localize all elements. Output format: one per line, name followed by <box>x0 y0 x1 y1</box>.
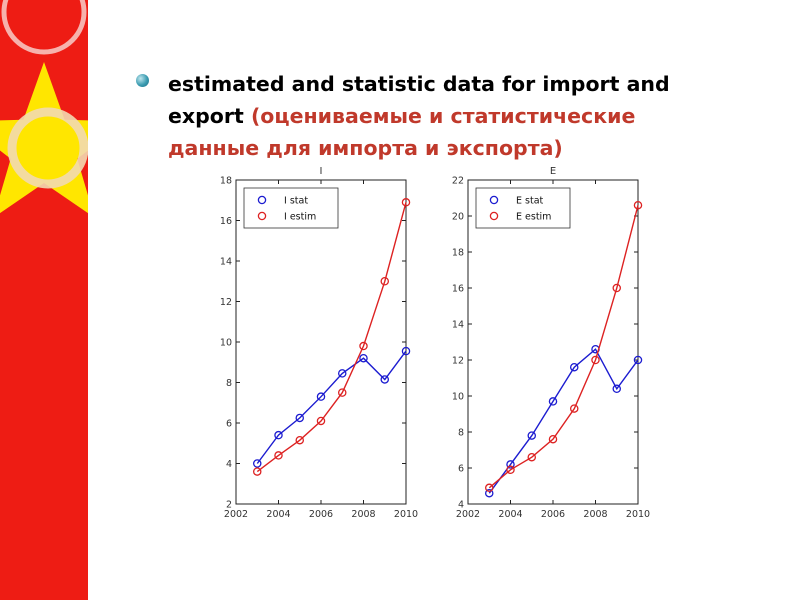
x-tick-label: 2004 <box>498 509 522 520</box>
data-point <box>253 467 262 476</box>
data-point <box>359 353 368 363</box>
data-point <box>569 404 579 413</box>
legend-marker <box>257 195 267 205</box>
bullet-text: estimated and statistic data for import … <box>168 68 728 164</box>
x-tick-label: 2006 <box>309 509 333 520</box>
legend-marker <box>489 195 499 205</box>
y-tick-label: 22 <box>452 176 464 187</box>
legend-box <box>243 187 339 229</box>
plot-frame <box>467 179 639 505</box>
data-point <box>506 465 515 475</box>
y-tick-label: 10 <box>220 338 232 349</box>
y-tick-label: 6 <box>458 464 464 475</box>
x-tick-label: 2010 <box>394 509 418 520</box>
decor-ring-top <box>1 0 87 55</box>
x-tick-label: 2002 <box>456 509 480 520</box>
bullet-text-ru: (оцениваемые и статистические данные для… <box>168 104 636 160</box>
y-tick-label: 14 <box>452 320 464 331</box>
y-tick-label: 20 <box>452 212 464 223</box>
data-point <box>316 392 326 401</box>
data-point <box>337 388 347 397</box>
data-point <box>633 355 643 365</box>
legend-label: I stat <box>284 196 308 207</box>
x-tick-label: 2008 <box>351 509 375 520</box>
decor-ring-mid <box>7 107 88 189</box>
y-tick-label: 18 <box>220 176 232 187</box>
legend-marker <box>489 211 499 221</box>
data-point <box>633 200 643 210</box>
data-point <box>253 459 262 468</box>
y-tick-label: 8 <box>458 428 464 439</box>
data-point <box>527 452 537 462</box>
legend-label: E estim <box>516 212 551 223</box>
data-point <box>485 488 494 498</box>
data-point <box>569 362 579 372</box>
x-tick-label: 2008 <box>583 509 607 520</box>
y-tick-label: 4 <box>226 459 232 470</box>
y-tick-label: 2 <box>226 500 232 511</box>
data-point <box>527 431 537 440</box>
data-point <box>506 460 515 469</box>
y-tick-label: 12 <box>452 356 464 367</box>
series-line-i-estim <box>256 202 407 473</box>
y-tick-label: 14 <box>220 257 232 268</box>
data-point <box>295 413 305 423</box>
data-point <box>612 384 621 394</box>
data-point <box>612 283 621 293</box>
y-tick-label: 12 <box>220 297 232 308</box>
decorative-red-band <box>0 0 88 600</box>
data-point <box>316 416 326 426</box>
x-tick-label: 2010 <box>626 509 650 520</box>
data-point <box>295 435 305 445</box>
chart-export: E 4 6 8 10 12 14 16 18 20 22 2002 2004 2006 2008 2010 E … <box>442 160 672 525</box>
y-tick-label: 4 <box>458 500 464 511</box>
data-point <box>337 369 347 378</box>
y-tick-label: 8 <box>226 378 232 389</box>
y-tick-label: 16 <box>452 284 464 295</box>
data-point <box>274 430 283 440</box>
decor-graphic <box>0 0 88 214</box>
data-point <box>401 346 411 356</box>
bullet-icon <box>136 74 149 87</box>
chart-title: I <box>320 166 323 177</box>
legend-label: E stat <box>516 196 544 207</box>
legend-label: I estim <box>284 212 316 223</box>
data-point <box>359 341 368 351</box>
series-line-e-stat <box>488 348 639 494</box>
chart-export-svg: E 4 6 8 10 12 14 16 18 20 22 2002 2004 2006 2008 2010 E … <box>452 166 650 520</box>
x-tick-label: 2006 <box>541 509 565 520</box>
x-tick-label: 2002 <box>224 509 248 520</box>
plot-frame <box>235 179 407 505</box>
data-point <box>591 355 600 365</box>
data-point <box>548 434 558 444</box>
chart-import: I 2 4 6 8 10 12 14 16 18 2002 2004 2006 2008 2010 I sta… <box>210 160 440 525</box>
data-point <box>485 483 494 493</box>
data-point <box>548 397 558 406</box>
data-point <box>274 451 283 460</box>
y-tick-label: 10 <box>452 392 464 403</box>
legend-box <box>475 187 571 229</box>
chart-import-svg: I 2 4 6 8 10 12 14 16 18 2002 2004 2006 2008 2010 I sta… <box>220 166 418 520</box>
series-line-i-stat <box>256 350 407 464</box>
data-point <box>380 375 389 384</box>
y-tick-label: 18 <box>452 248 464 259</box>
bullet-text-en: estimated and statistic data for import … <box>168 72 670 128</box>
chart-title: E <box>550 166 556 177</box>
data-point <box>380 277 389 286</box>
y-tick-label: 16 <box>220 216 232 227</box>
x-tick-label: 2004 <box>266 509 290 520</box>
legend-marker <box>257 211 267 221</box>
y-tick-label: 6 <box>226 419 232 430</box>
data-point <box>401 198 411 207</box>
